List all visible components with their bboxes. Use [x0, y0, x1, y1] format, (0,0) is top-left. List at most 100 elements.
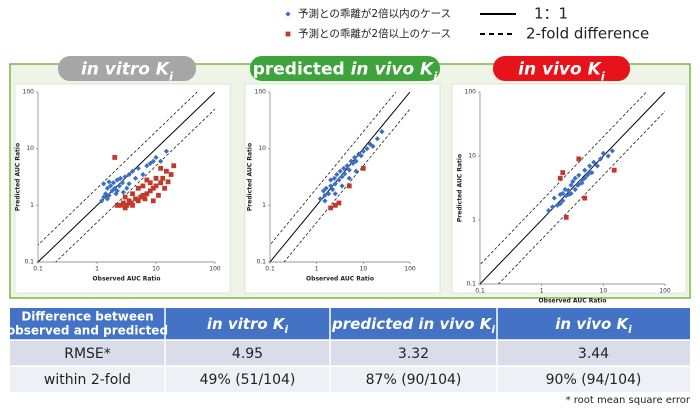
x-axis-label: Observed AUC Ratio	[93, 276, 161, 283]
point	[330, 186, 336, 193]
point	[554, 202, 561, 208]
point	[328, 205, 334, 211]
point	[124, 185, 130, 191]
text-part: i	[433, 69, 438, 83]
point	[144, 191, 150, 197]
y-axis-label: Predicted AUC Ratio	[15, 143, 22, 211]
legend-label: 予測との乖離が2倍以内のケース	[298, 7, 451, 20]
x-tick-label: 1	[95, 266, 99, 273]
chart-title: in vivo Ki	[518, 60, 606, 84]
text-part: i	[491, 324, 495, 336]
point	[122, 174, 128, 180]
legend-label: 2-fold difference	[526, 25, 649, 43]
point	[374, 136, 380, 142]
table-cell: 3.32	[398, 346, 429, 362]
point	[370, 143, 376, 149]
point	[163, 168, 169, 174]
point	[163, 148, 169, 154]
point	[101, 181, 107, 187]
table-cell: 49% (51/104)	[200, 372, 296, 388]
table-cell: 90% (94/104)	[546, 372, 642, 388]
legend-label: 1：1	[534, 5, 568, 23]
point	[144, 163, 150, 169]
x-tick-label: 10	[360, 266, 368, 273]
x-axis-label: Observed AUC Ratio	[306, 276, 374, 283]
point	[147, 188, 153, 194]
footnote: * root mean square error	[566, 395, 691, 406]
point	[563, 214, 569, 220]
x-tick-label: 10	[600, 288, 608, 295]
y-tick-label: 100	[255, 89, 267, 96]
text-part: in vivo K	[555, 315, 629, 333]
y-tick-label: 100	[23, 89, 35, 96]
point	[158, 180, 164, 186]
y-tick-label: 10	[258, 145, 266, 152]
point	[153, 154, 159, 161]
point	[140, 171, 146, 178]
point	[110, 180, 117, 186]
plot-box	[14, 83, 231, 294]
point	[114, 188, 120, 194]
point	[158, 158, 164, 164]
point	[112, 155, 118, 160]
table-cell: RMSE*	[64, 346, 111, 362]
point	[147, 180, 153, 186]
point	[116, 183, 123, 189]
point	[597, 156, 604, 162]
point	[158, 165, 164, 171]
point	[126, 171, 132, 178]
y-tick-label: 1	[30, 202, 34, 209]
x-tick-label: 1	[540, 288, 544, 295]
x-tick-label: 1	[315, 266, 319, 273]
point	[379, 129, 385, 135]
chart-title: in vitro Ki	[81, 60, 174, 84]
x-tick-label: 100	[404, 266, 416, 273]
point	[582, 195, 588, 201]
y-tick-label: 0.1	[24, 259, 34, 266]
point	[135, 165, 141, 171]
table-cell: 4.95	[232, 346, 263, 362]
table-cell: 3.44	[578, 346, 609, 362]
title-pill	[250, 56, 440, 81]
text-part: in vitro K	[81, 60, 171, 80]
point	[587, 163, 593, 169]
point	[352, 154, 358, 161]
point	[117, 175, 124, 181]
point	[322, 198, 328, 204]
text-part: predicted in vivo K	[331, 315, 493, 333]
point	[156, 192, 161, 198]
table-header-cell: Difference between	[21, 310, 153, 324]
point	[122, 205, 128, 211]
point	[135, 185, 141, 191]
point	[560, 170, 566, 176]
point	[325, 191, 332, 197]
x-tick-label: 100	[209, 266, 221, 273]
point	[579, 180, 585, 186]
point	[332, 202, 338, 208]
point	[566, 191, 572, 198]
x-tick-label: 0.1	[475, 288, 485, 295]
point	[353, 168, 359, 174]
text-part: in vivo K	[518, 60, 602, 80]
text-part: predicted	[253, 60, 351, 80]
title-pill	[493, 56, 630, 81]
point	[118, 202, 123, 208]
point	[165, 179, 171, 185]
reference-line	[498, 110, 665, 284]
point	[126, 181, 132, 187]
point	[360, 148, 366, 154]
x-tick-label: 10	[152, 266, 160, 273]
point	[317, 196, 323, 202]
point	[336, 200, 342, 206]
point	[600, 150, 606, 156]
point	[168, 172, 174, 177]
point	[572, 186, 578, 193]
point	[132, 175, 139, 181]
y-tick-label: 10	[26, 145, 34, 152]
point	[113, 191, 119, 197]
x-tick-label: 100	[659, 288, 671, 295]
point	[334, 171, 340, 178]
point	[346, 175, 352, 181]
point	[150, 185, 156, 191]
